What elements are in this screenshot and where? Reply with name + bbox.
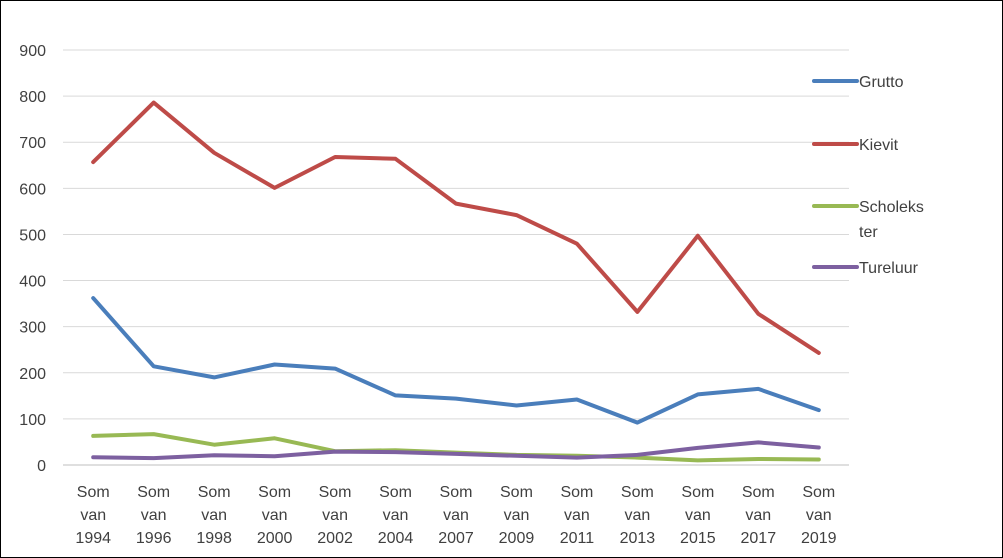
y-tick-label: 200 — [19, 366, 46, 383]
legend-label-tureluur: Tureluur — [859, 260, 919, 277]
x-tick-label: Som van 2004 — [378, 484, 414, 547]
x-tick-label: Som van 2019 — [801, 484, 837, 547]
data-point-grutto — [153, 365, 155, 367]
y-tick-label: 900 — [19, 43, 46, 60]
y-tick-label: 800 — [19, 89, 46, 106]
data-point-kievit — [576, 243, 578, 245]
data-point-kievit — [636, 311, 638, 313]
data-point-kievit — [515, 214, 517, 216]
y-tick-label: 100 — [19, 412, 46, 429]
legend-label-scholekster: Scholeks ter — [859, 199, 924, 241]
data-point-tureluur — [455, 453, 457, 455]
data-point-tureluur — [395, 451, 397, 453]
data-point-grutto — [274, 363, 276, 365]
data-point-scholekster — [757, 458, 759, 460]
data-point-kievit — [818, 352, 820, 354]
legend: Grutto Kievit Scholeks ter Tureluur — [812, 74, 924, 277]
y-axis-ticks: 0 100 200 300 400 500 600 700 800 900 — [19, 43, 46, 475]
data-point-tureluur — [334, 451, 336, 453]
data-point-tureluur — [153, 457, 155, 459]
data-point-tureluur — [757, 441, 759, 443]
data-point-kievit — [395, 158, 397, 160]
x-tick-label: Som van 2000 — [257, 484, 293, 547]
x-axis-ticks: Som van 1994 Som van 1996 Som van 1998 Som van 2000… — [75, 484, 836, 547]
data-point-tureluur — [274, 455, 276, 457]
data-point-scholekster — [153, 433, 155, 435]
data-point-scholekster — [274, 437, 276, 439]
x-tick-label: Som van 2011 — [560, 484, 595, 547]
data-point-grutto — [636, 422, 638, 424]
x-tick-label: Som van 1998 — [196, 484, 232, 547]
x-tick-label: Som van 2002 — [317, 484, 353, 547]
y-tick-label: 400 — [19, 274, 46, 291]
data-point-scholekster — [213, 444, 215, 446]
legend-label-kievit: Kievit — [859, 137, 899, 154]
data-point-kievit — [213, 152, 215, 154]
data-point-grutto — [213, 376, 215, 378]
x-tick-label: Som van 2017 — [741, 484, 777, 547]
data-point-kievit — [334, 156, 336, 158]
x-tick-label: Som van 2015 — [680, 484, 716, 547]
y-tick-label: 700 — [19, 135, 46, 152]
data-point-grutto — [515, 405, 517, 407]
series-line-kievit — [91, 100, 821, 355]
data-point-kievit — [153, 102, 155, 104]
series-line-grutto — [91, 296, 821, 425]
data-point-kievit — [92, 161, 94, 163]
data-point-grutto — [395, 394, 397, 396]
data-point-scholekster — [697, 459, 699, 461]
data-point-tureluur — [213, 454, 215, 456]
data-point-grutto — [818, 409, 820, 411]
x-tick-label: Som van 1994 — [75, 484, 111, 547]
series-lines — [91, 100, 821, 463]
data-point-grutto — [455, 398, 457, 400]
data-point-kievit — [455, 203, 457, 205]
y-tick-label: 600 — [19, 181, 46, 198]
y-tick-label: 500 — [19, 227, 46, 244]
y-tick-label: 0 — [37, 458, 46, 475]
data-point-tureluur — [515, 455, 517, 457]
x-tick-label: Som van 1996 — [136, 484, 172, 547]
data-point-kievit — [274, 187, 276, 189]
y-tick-label: 300 — [19, 320, 46, 337]
data-point-kievit — [757, 313, 759, 315]
series-line-tureluur — [91, 440, 821, 461]
data-point-kievit — [697, 235, 699, 237]
data-point-tureluur — [697, 447, 699, 449]
data-point-grutto — [697, 393, 699, 395]
data-point-tureluur — [92, 456, 94, 458]
data-point-scholekster — [92, 435, 94, 437]
x-tick-label: Som van 2009 — [499, 484, 535, 547]
data-point-grutto — [576, 399, 578, 401]
gridlines — [63, 49, 849, 466]
data-point-grutto — [757, 388, 759, 390]
data-point-grutto — [334, 368, 336, 370]
data-point-tureluur — [818, 446, 820, 448]
data-point-scholekster — [636, 457, 638, 459]
data-point-scholekster — [818, 458, 820, 460]
data-point-tureluur — [576, 457, 578, 459]
data-point-tureluur — [636, 454, 638, 456]
legend-label-grutto: Grutto — [859, 74, 904, 91]
data-point-grutto — [92, 297, 94, 299]
x-tick-label: Som van 2007 — [438, 484, 474, 547]
x-tick-label: Som van 2013 — [620, 484, 656, 547]
